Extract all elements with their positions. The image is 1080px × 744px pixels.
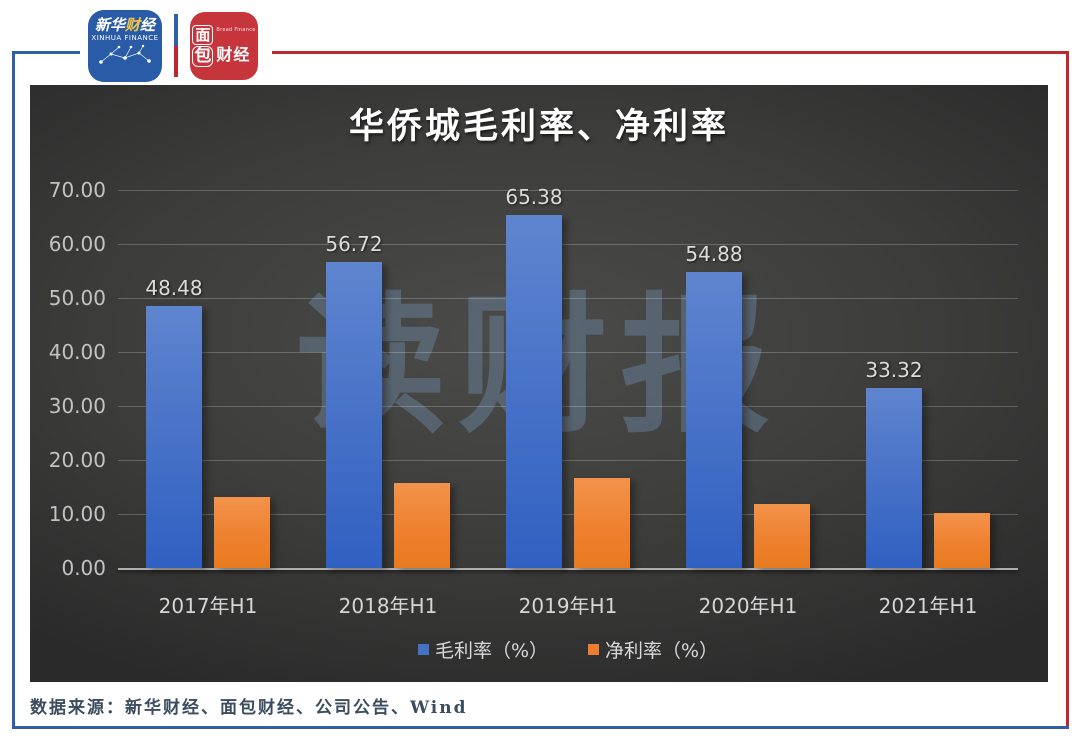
- bar-gross-margin: [146, 306, 202, 568]
- y-tick-label: 10.00: [48, 502, 106, 526]
- bar-net-margin: [934, 512, 990, 568]
- xinhua-logo-wordmark: 新华财经: [94, 16, 156, 34]
- divider-blue-half: [174, 14, 178, 46]
- y-tick-label: 70.00: [48, 178, 106, 202]
- bar-net-margin: [394, 483, 450, 568]
- constellation-icon: [99, 44, 151, 64]
- x-axis-label: 2017年H1: [158, 594, 258, 618]
- bar-net-margin: [574, 478, 630, 568]
- y-tick-label: 60.00: [48, 232, 106, 256]
- legend-swatch-icon: [588, 644, 599, 655]
- legend-swatch-icon: [417, 644, 429, 655]
- y-tick-label: 40.00: [48, 340, 106, 364]
- bar-gross-margin: [506, 214, 562, 568]
- gridline: [118, 298, 1018, 299]
- x-axis-label: 2018年H1: [338, 594, 438, 618]
- bread-logo-left-column: 面 包: [192, 25, 214, 67]
- frame-left-line: [12, 51, 15, 729]
- bar-value-label: 33.32: [865, 358, 923, 383]
- chart-title: 华侨城毛利率、净利率: [348, 107, 729, 147]
- frame-right-line: [1066, 51, 1069, 729]
- frame-top-blue-line: [12, 51, 80, 54]
- gridline: [118, 514, 1018, 515]
- legend: 毛利率（%） 净利率（%）: [118, 636, 1018, 663]
- bar-gross-margin: [326, 261, 382, 568]
- bread-logo-chars-caijing: 财经: [216, 45, 251, 64]
- legend-label: 毛利率（%）: [434, 640, 548, 662]
- bar-value-label: 56.72: [325, 231, 383, 256]
- bar-gross-margin: [866, 388, 922, 568]
- gridline: [118, 406, 1018, 407]
- gridline: [118, 244, 1018, 245]
- bar-net-margin: [754, 503, 810, 568]
- y-tick-label: 20.00: [48, 448, 106, 472]
- y-tick-label: 0.00: [61, 556, 106, 580]
- bar-gross-margin: [686, 271, 742, 568]
- plot-area: 0.00 10.00 20.00 30.00 40.00 50.00 60.00 70.00 4…: [49, 178, 1018, 662]
- x-axis-label: 2019年H1: [518, 594, 618, 618]
- legend-label: 净利率（%）: [605, 640, 719, 662]
- x-axis-line: [118, 568, 1018, 570]
- legend-item-net-margin: 净利率（%）: [588, 636, 718, 663]
- bar-net-margin: [214, 497, 270, 568]
- logo-divider: [174, 14, 178, 77]
- legend-item-gross-margin: 毛利率（%）: [417, 636, 548, 663]
- x-axis-label: 2020年H1: [698, 594, 798, 618]
- gridline: [118, 352, 1018, 353]
- y-tick-label: 30.00: [48, 394, 106, 418]
- bar-value-label: 65.38: [505, 184, 563, 209]
- frame-top-red-line: [272, 51, 1069, 54]
- bread-finance-logo: 面 包 Bread Finance 财经: [190, 12, 258, 80]
- data-source-note: 数据来源：新华财经、面包财经、公司公告、Wind: [30, 698, 468, 718]
- gridline: [118, 190, 1018, 191]
- xinhua-finance-logo: 新华财经 XINHUA FINANCE: [88, 10, 162, 82]
- y-tick-label: 50.00: [48, 286, 106, 310]
- frame-bottom-line: [12, 726, 1069, 729]
- bar-value-label: 54.88: [685, 241, 743, 266]
- divider-red-half: [174, 45, 178, 77]
- bread-logo-char-bao: 包: [192, 46, 214, 67]
- bar-value-label: 48.48: [145, 276, 203, 301]
- gridline: [118, 460, 1018, 461]
- chart-panel: 华侨城毛利率、净利率 读财报 0.0010.0020.0030.0040.005…: [30, 85, 1048, 682]
- bread-logo-right-column: Bread Finance 财经: [216, 27, 255, 65]
- bread-logo-char-mian: 面: [192, 25, 214, 45]
- bread-logo-subtext: Bread Finance: [216, 27, 256, 33]
- xinhua-logo-subtitle: XINHUA FINANCE: [91, 34, 159, 42]
- x-axis-label: 2021年H1: [878, 594, 978, 618]
